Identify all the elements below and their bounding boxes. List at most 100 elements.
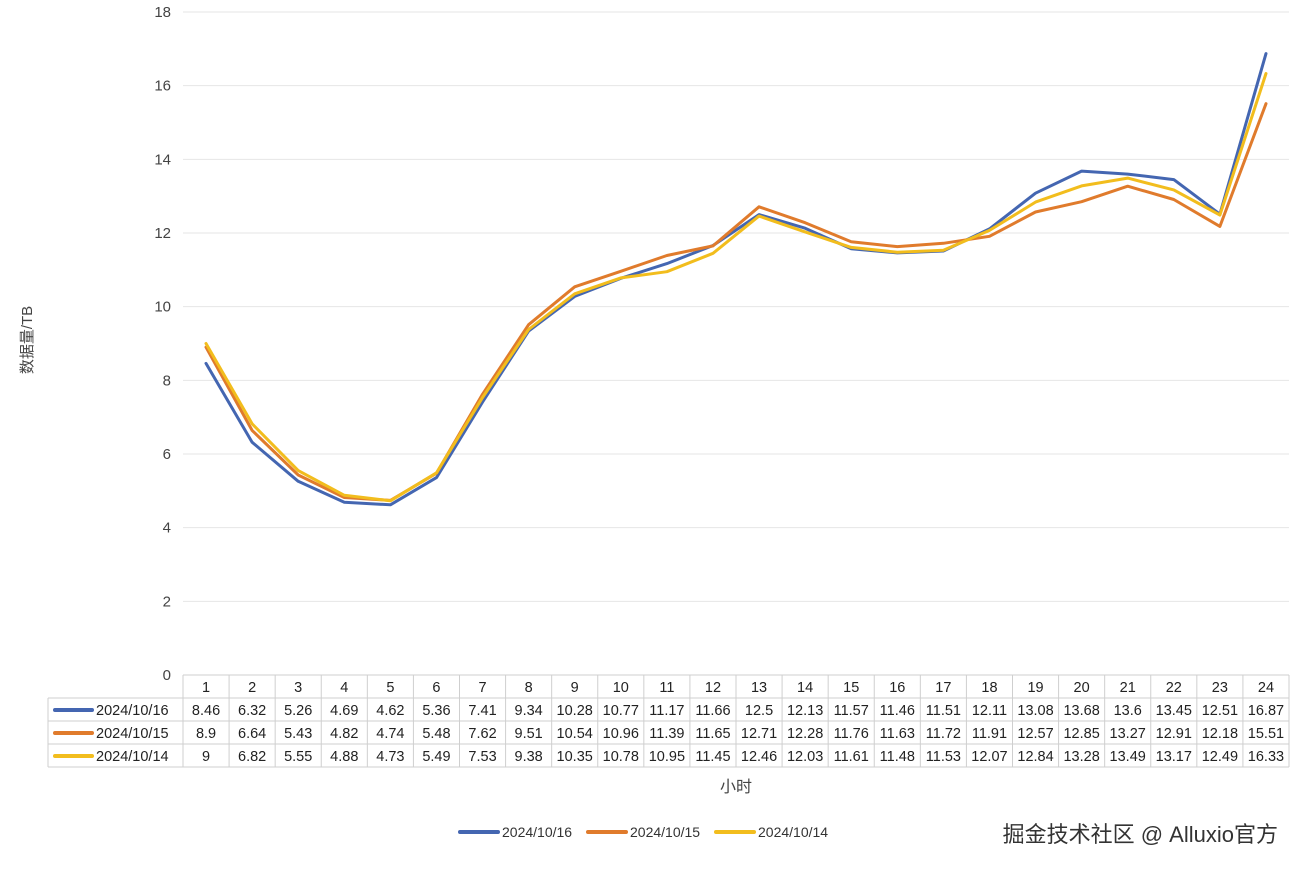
table-cell: 11.53 (926, 749, 961, 765)
x-tick-label: 11 (659, 680, 674, 696)
table-cell: 11.17 (649, 703, 684, 719)
table-cell: 10.54 (557, 726, 593, 742)
watermark-text: 掘金技术社区 @ Alluxio官方 (1003, 822, 1278, 847)
table-cell: 9.34 (515, 703, 543, 719)
series-line (204, 72, 1268, 503)
table-cell: 4.82 (330, 726, 358, 742)
table-cell: 12.85 (1063, 726, 1099, 742)
legend: 2024/10/16 2024/10/15 2024/10/14 (458, 824, 828, 840)
table-series-label: 2024/10/15 (96, 726, 169, 742)
table-cell: 12.71 (741, 726, 777, 742)
x-tick-label: 17 (935, 680, 951, 696)
x-tick-label: 1 (202, 680, 210, 696)
table-cell: 7.62 (468, 726, 496, 742)
table-cell: 4.88 (330, 749, 358, 765)
table-cell: 4.62 (376, 703, 404, 719)
y-axis-ticks: 0 2 4 6 8 10 12 14 16 18 (154, 4, 171, 684)
x-tick-label: 22 (1166, 680, 1182, 696)
table-cell: 10.28 (557, 703, 593, 719)
x-tick-label: 5 (386, 680, 394, 696)
table-cell: 12.49 (1202, 749, 1238, 765)
table-cell: 12.18 (1202, 726, 1238, 742)
table-cell: 5.43 (284, 726, 312, 742)
x-tick-label: 14 (797, 680, 813, 696)
table-cell: 13.45 (1156, 703, 1192, 719)
table-cell: 9.51 (515, 726, 543, 742)
table-cell: 7.53 (468, 749, 496, 765)
legend-label: 2024/10/14 (758, 824, 828, 840)
table-cell: 13.08 (1017, 703, 1053, 719)
x-tick-label: 18 (981, 680, 997, 696)
y-tick-label: 14 (154, 151, 171, 168)
series-line (204, 102, 1268, 502)
table-cell: 12.13 (787, 703, 823, 719)
table-cell: 12.91 (1156, 726, 1192, 742)
table-cell: 6.32 (238, 703, 266, 719)
table-cell: 5.26 (284, 703, 312, 719)
table-cell: 10.77 (603, 703, 639, 719)
x-tick-label: 3 (294, 680, 302, 696)
table-cell: 11.63 (880, 726, 915, 742)
table-cell: 12.07 (971, 749, 1007, 765)
table-cell: 12.11 (972, 703, 1007, 719)
table-cell: 11.46 (880, 703, 915, 719)
x-tick-label: 6 (432, 680, 440, 696)
y-tick-label: 12 (154, 225, 171, 242)
table-cell: 13.17 (1156, 749, 1192, 765)
table-cell: 11.76 (834, 726, 869, 742)
table-cell: 12.84 (1017, 749, 1053, 765)
table-cell: 10.35 (557, 749, 593, 765)
table-cell: 11.48 (880, 749, 915, 765)
table-cell: 10.78 (603, 749, 639, 765)
x-tick-label: 4 (340, 680, 348, 696)
table-cell: 11.72 (926, 726, 961, 742)
legend-label: 2024/10/16 (502, 824, 572, 840)
table-cell: 12.51 (1202, 703, 1238, 719)
table-cell: 11.65 (695, 726, 730, 742)
table-cell: 16.87 (1248, 703, 1284, 719)
table-series-label: 2024/10/16 (96, 703, 169, 719)
data-table: 1 2 3 4 5 6 7 8 9 10 11 12 13 14 15 16 17 18 19 20 21 22 23 242… (47, 674, 1290, 768)
y-tick-label: 18 (154, 4, 171, 21)
x-tick-label: 7 (479, 680, 487, 696)
table-cell: 13.49 (1110, 749, 1146, 765)
table-cell: 7.41 (468, 703, 496, 719)
x-tick-label: 9 (571, 680, 579, 696)
table-cell: 12.46 (741, 749, 777, 765)
table-cell: 11.57 (834, 703, 869, 719)
table-cell: 10.95 (649, 749, 685, 765)
table-cell: 5.49 (422, 749, 450, 765)
table-cell: 12.57 (1017, 726, 1053, 742)
x-tick-label: 23 (1212, 680, 1228, 696)
y-axis-label: 数据量/TB (19, 306, 36, 374)
x-tick-label: 8 (525, 680, 533, 696)
x-tick-label: 24 (1258, 680, 1274, 696)
table-cell: 5.55 (284, 749, 312, 765)
y-tick-label: 0 (163, 667, 171, 684)
table-cell: 15.51 (1248, 726, 1284, 742)
y-tick-label: 16 (154, 78, 171, 95)
table-cell: 11.39 (649, 726, 684, 742)
table-cell: 13.28 (1063, 749, 1099, 765)
x-tick-label: 16 (889, 680, 905, 696)
x-axis-label: 小时 (720, 778, 752, 796)
table-cell: 13.68 (1063, 703, 1099, 719)
y-tick-label: 4 (163, 520, 171, 537)
x-tick-label: 15 (843, 680, 859, 696)
table-cell: 4.74 (376, 726, 404, 742)
y-tick-label: 6 (163, 446, 171, 463)
table-cell: 13.27 (1110, 726, 1146, 742)
x-tick-label: 10 (613, 680, 629, 696)
table-cell: 4.69 (330, 703, 358, 719)
x-tick-label: 19 (1027, 680, 1043, 696)
table-cell: 9.38 (515, 749, 543, 765)
series-lines (204, 52, 1268, 507)
legend-label: 2024/10/15 (630, 824, 700, 840)
table-series-label: 2024/10/14 (96, 749, 169, 765)
table-cell: 12.03 (787, 749, 823, 765)
grid-lines (183, 11, 1289, 602)
table-cell: 11.91 (972, 726, 1007, 742)
table-cell: 11.61 (834, 749, 869, 765)
x-tick-label: 21 (1120, 680, 1136, 696)
